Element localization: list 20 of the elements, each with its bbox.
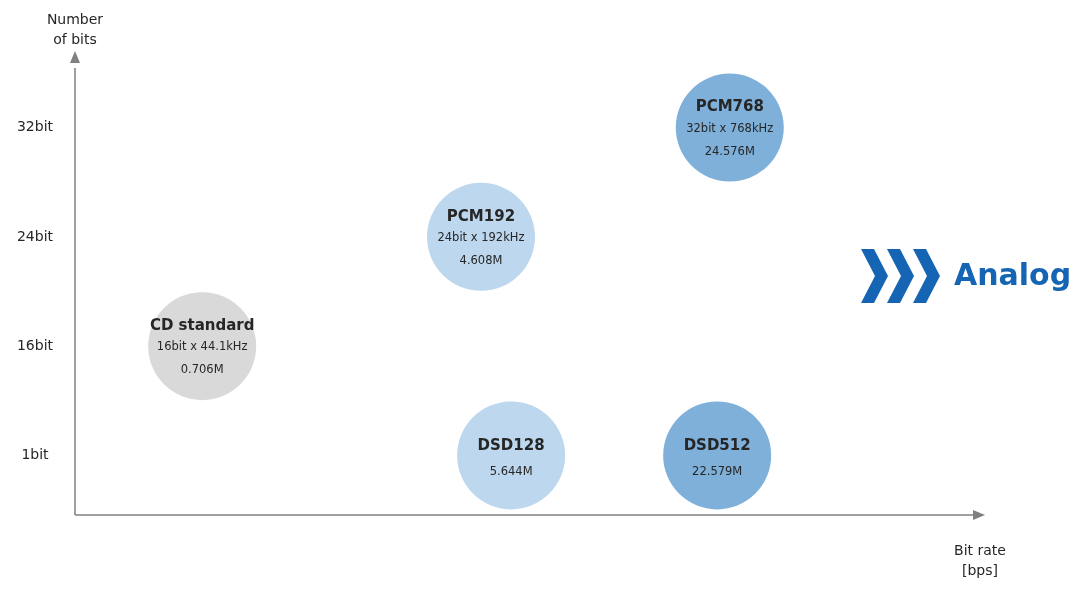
category-label: PCM192 — [446, 206, 516, 225]
category-label: 24bit — [16, 227, 54, 244]
text: Number of bits — [46, 10, 104, 47]
data-label: 22.579M — [692, 464, 743, 479]
category-label: PCM768 — [695, 97, 764, 116]
data-label: 5.644M — [489, 464, 533, 479]
category-label: DSD512 — [683, 436, 751, 455]
category-label: 32bit — [16, 118, 54, 135]
text: 16bit x 44.1kHz — [156, 339, 248, 354]
category-label: 1bit — [21, 446, 49, 463]
category-label: CD standard — [149, 316, 255, 335]
text: Bit rate [bps] — [954, 541, 1006, 578]
category-label: DSD128 — [477, 436, 545, 455]
text: Analog — [954, 256, 1072, 292]
text: 32bit x 768kHz — [686, 120, 774, 135]
category-label: 16bit — [16, 336, 54, 353]
text: 24bit x 192kHz — [437, 229, 525, 244]
data-label: 24.576M — [704, 143, 755, 158]
data-label: 0.706M — [180, 362, 224, 377]
data-label: 4.608M — [459, 252, 503, 267]
